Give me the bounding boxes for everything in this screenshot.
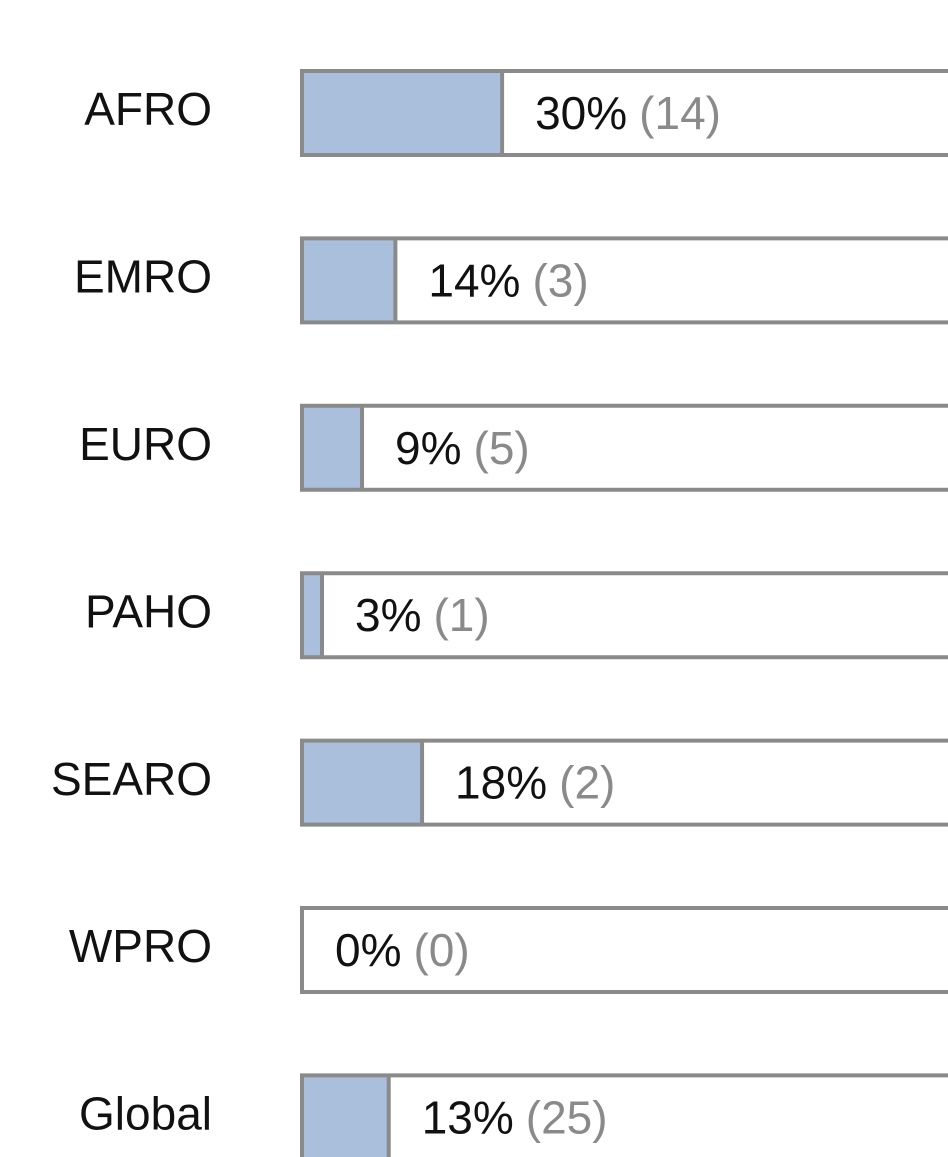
bar-track — [300, 738, 948, 827]
value-label: 18% — [455, 757, 547, 809]
value-label-group: 18% (2) — [455, 757, 615, 809]
value-label: 14% — [428, 255, 520, 307]
value-label-group: 9% (5) — [395, 422, 530, 474]
count-label: (1) — [433, 589, 489, 641]
value-label-group: 3% (1) — [355, 589, 490, 641]
value-label: 13% — [422, 1092, 514, 1144]
value-label: 0% — [335, 924, 401, 976]
bar-track — [300, 906, 948, 994]
count-label: (14) — [639, 87, 721, 139]
bar-track — [300, 403, 948, 492]
category-label: WPRO — [69, 920, 212, 972]
category-label: Global — [79, 1088, 212, 1140]
category-label: SEARO — [51, 753, 212, 805]
value-label-group: 13% (25) — [422, 1092, 608, 1144]
bar-track — [300, 571, 948, 660]
bar — [302, 405, 363, 490]
category-label: EMRO — [74, 251, 212, 303]
value-label-group: 0% (0) — [335, 924, 470, 976]
count-label: (5) — [474, 422, 530, 474]
value-label: 9% — [395, 422, 461, 474]
category-label: AFRO — [84, 83, 212, 135]
bar-track — [300, 69, 948, 157]
count-label: (3) — [532, 255, 588, 307]
category-label: PAHO — [85, 585, 212, 637]
bar — [302, 71, 503, 155]
category-label: EURO — [79, 418, 212, 470]
value-label: 30% — [535, 87, 627, 139]
bar — [302, 740, 423, 825]
bar — [302, 238, 396, 323]
value-label-group: 14% (3) — [428, 255, 588, 307]
count-label: (2) — [559, 757, 615, 809]
bar-track — [300, 236, 948, 325]
bar — [302, 1075, 389, 1157]
bar-track — [300, 1073, 948, 1157]
value-label-group: 30% (14) — [535, 87, 721, 139]
count-label: (0) — [413, 924, 469, 976]
value-label: 3% — [355, 589, 421, 641]
count-label: (25) — [526, 1092, 608, 1144]
bar — [302, 573, 323, 658]
